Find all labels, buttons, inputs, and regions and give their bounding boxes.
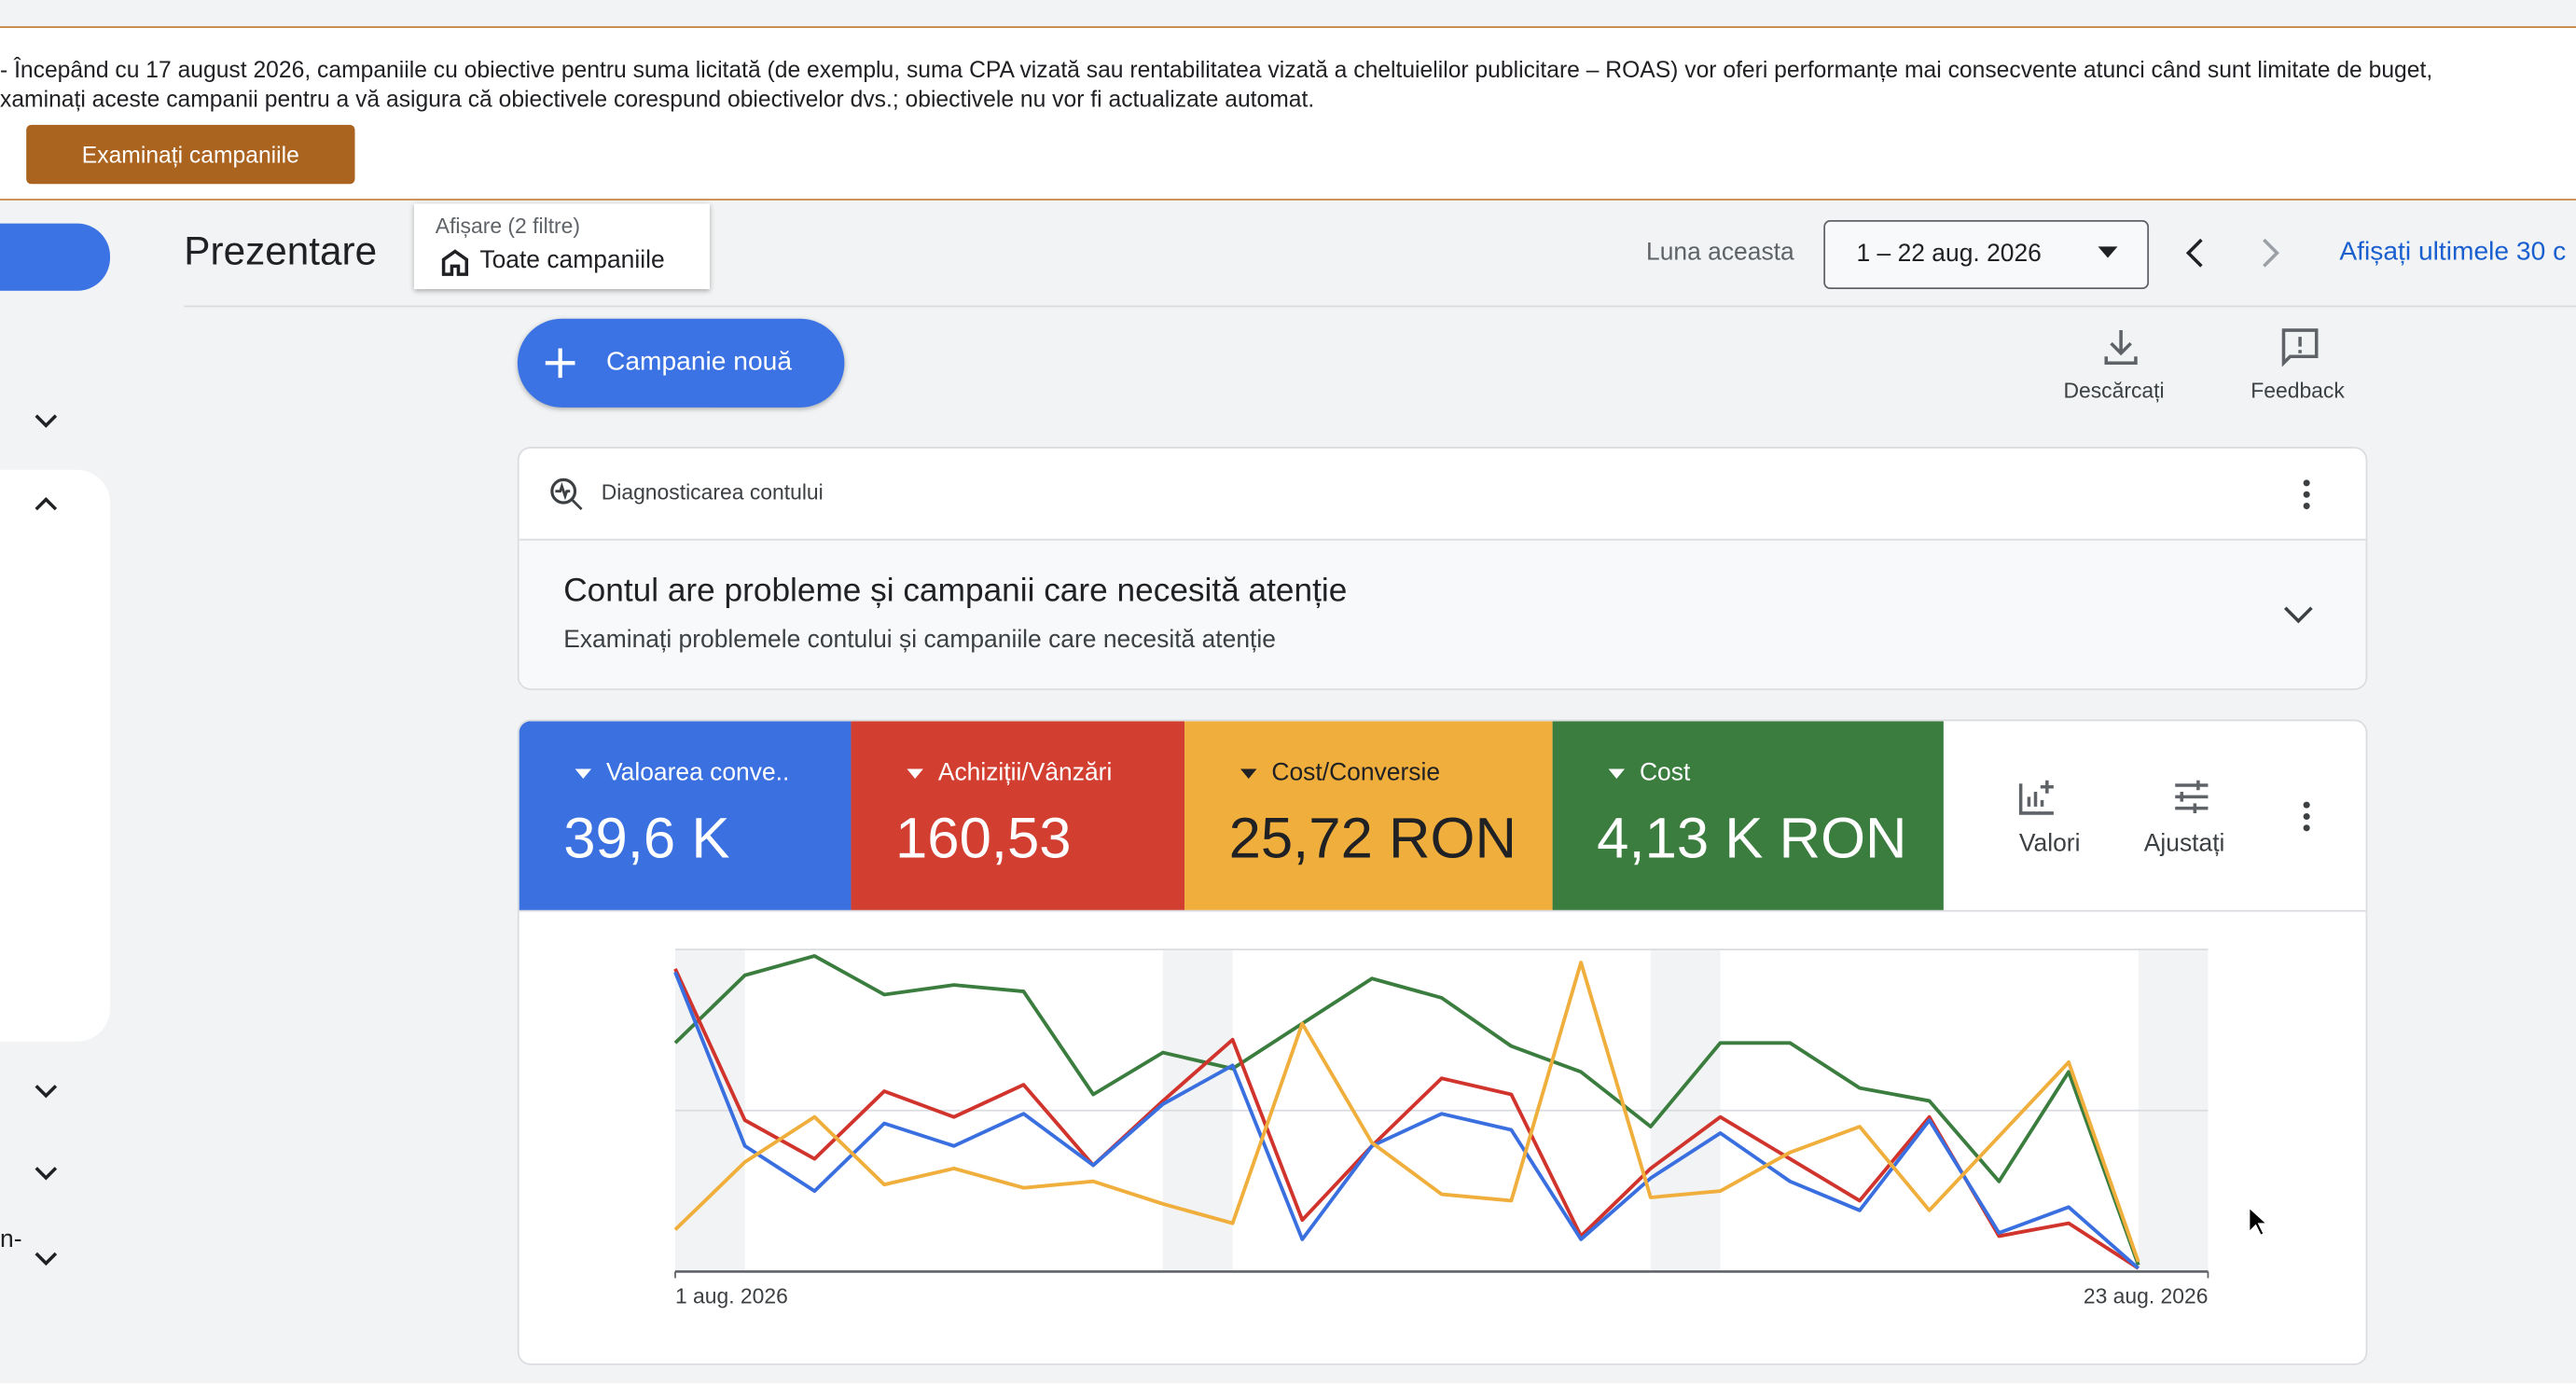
tool-button[interactable]: Valori <box>2018 829 2081 858</box>
dropdown-icon <box>575 768 592 779</box>
dropdown-icon <box>907 768 923 779</box>
filter-label: Afișare (2 filtre) <box>435 213 581 239</box>
date-link[interactable]: Afișați ultimele 30 c <box>2339 238 2567 267</box>
date-range: 1 – 22 aug. 2026 <box>1856 240 2042 269</box>
scorecard-value: 4,13 K RON <box>1597 806 1907 871</box>
banner-text: - Începând cu 17 august 2026, campaniile… <box>0 55 2433 83</box>
button-label: Campanie nouă <box>605 348 792 377</box>
scorecard-label: Valoarea conve.. <box>605 758 790 787</box>
series-line <box>673 954 2140 1266</box>
more-icon[interactable] <box>2293 478 2320 511</box>
scorecard-value: 39,6 K <box>563 806 730 871</box>
divider <box>519 909 2366 912</box>
nav-panel <box>0 469 111 1042</box>
expand-icon <box>2284 606 2313 624</box>
download-button[interactable]: Descărcați <box>2063 378 2165 403</box>
x-tick-label: 23 aug. 2026 <box>2084 1284 2209 1308</box>
scorecard-label: Achiziții/Vânzări <box>937 758 1113 787</box>
scorecard-value: 25,72 RON <box>1228 806 1517 871</box>
diagnostics-body[interactable]: Contul are probleme și campanii care nec… <box>519 538 2366 689</box>
nav-chevrons <box>35 414 58 1266</box>
filter-value: Toate campaniile <box>479 246 665 275</box>
tool-icons <box>2018 780 2209 815</box>
home-icon <box>441 249 469 276</box>
scorecard[interactable]: Cost 4,13 K RON <box>1552 721 1944 910</box>
page-title: Prezentare <box>184 229 378 275</box>
plus-icon <box>545 348 575 379</box>
diagnostics-card: Diagnosticarea contului Contul are probl… <box>517 447 2368 690</box>
dropdown-icon <box>1240 768 1257 779</box>
dropdown-icon <box>1608 768 1626 779</box>
scorecard-value: 160,53 <box>895 806 1072 871</box>
cursor <box>2248 1205 2270 1237</box>
scorecard-label: Cost <box>1639 758 1691 787</box>
divider <box>184 305 2576 308</box>
dropdown-icon <box>2098 246 2118 258</box>
date-label: Luna aceasta <box>1646 238 1794 267</box>
performance-card: Valoarea conve.. 39,6 K Achiziții/Vânzăr… <box>517 719 2368 1365</box>
review-button[interactable]: Examinați campaniile <box>26 124 355 185</box>
top-bar <box>0 0 2576 28</box>
diagnostics-subtitle: Examinați problemele contului și campani… <box>563 626 1276 655</box>
series-line <box>673 968 2140 1270</box>
scorecard[interactable]: Valoarea conve.. 39,6 K <box>519 721 852 910</box>
filter-chip[interactable]: Afișare (2 filtre) Toate campaniile <box>413 203 710 290</box>
feedback-button[interactable]: Feedback <box>2251 378 2345 403</box>
diagnostics-title: Contul are probleme și campanii care nec… <box>563 573 1348 610</box>
series-line <box>673 971 2140 1270</box>
diagnostics-label: Diagnosticarea contului <box>601 479 824 505</box>
divider <box>0 199 2576 201</box>
scorecard-label: Cost/Conversie <box>1271 758 1441 787</box>
x-tick-label: 1 aug. 2026 <box>675 1284 788 1308</box>
new-campaign-button[interactable]: Campanie nouă <box>517 318 845 408</box>
tool-button[interactable]: Ajustați <box>2143 829 2225 858</box>
more-icon[interactable] <box>2293 800 2320 833</box>
date-picker[interactable]: 1 – 22 aug. 2026 <box>1823 220 2150 290</box>
diagnostics-icon <box>550 477 583 511</box>
action-icons <box>2104 328 2319 367</box>
nav-button[interactable] <box>0 223 111 291</box>
scorecard[interactable]: Achiziții/Vânzări 160,53 <box>851 721 1185 910</box>
banner-text: xaminați aceste campanii pentru a vă asi… <box>0 85 1315 112</box>
nav-label: n- <box>0 1225 22 1254</box>
scorecard[interactable]: Cost/Conversie 25,72 RON <box>1184 721 1553 910</box>
series-line <box>673 961 2140 1263</box>
nav-arrows[interactable] <box>2172 233 2291 272</box>
